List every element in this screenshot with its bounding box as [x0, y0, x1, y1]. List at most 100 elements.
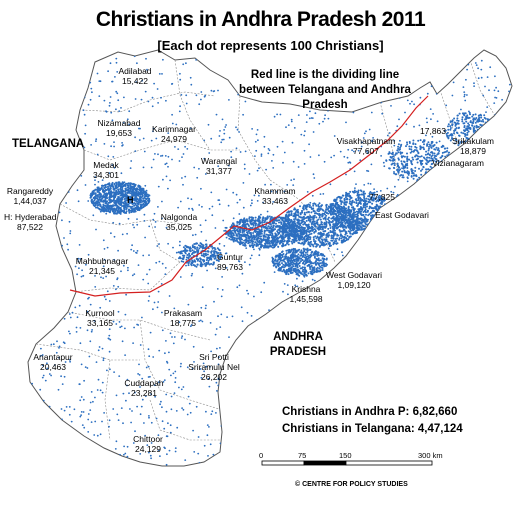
population-dot: [488, 251, 491, 254]
population-dot: [336, 226, 339, 229]
population-dot: [385, 364, 388, 367]
population-dot: [473, 82, 475, 85]
population-dot: [83, 146, 86, 149]
population-dot: [417, 247, 420, 250]
population-dot: [62, 117, 64, 119]
population-dot: [244, 150, 247, 153]
population-dot: [115, 440, 118, 443]
population-dot: [59, 54, 62, 57]
population-dot: [108, 184, 111, 186]
population-dot: [457, 202, 460, 204]
population-dot: [137, 324, 140, 326]
population-dot: [250, 315, 253, 317]
population-dot: [376, 457, 378, 460]
population-dot: [298, 219, 301, 222]
population-dot: [409, 102, 411, 105]
population-dot: [102, 359, 105, 362]
population-dot: [310, 211, 313, 214]
population-dot: [355, 183, 357, 186]
population-dot: [476, 390, 479, 392]
population-dot: [354, 187, 356, 190]
population-dot: [141, 377, 144, 380]
population-dot: [385, 330, 388, 332]
population-dot: [225, 188, 228, 191]
population-dot: [123, 204, 126, 207]
population-dot: [247, 414, 250, 416]
population-dot: [445, 266, 448, 269]
population-dot: [320, 221, 323, 223]
population-dot: [227, 204, 230, 207]
population-dot: [388, 376, 390, 379]
population-dot: [134, 98, 137, 100]
population-dot: [117, 99, 120, 102]
population-dot: [335, 388, 338, 391]
population-dot: [164, 273, 167, 276]
population-dot: [123, 453, 125, 456]
population-dot: [68, 98, 70, 101]
population-dot: [294, 212, 297, 215]
population-dot: [112, 191, 115, 194]
population-dot: [25, 160, 27, 162]
population-dot: [217, 384, 220, 387]
population-dot: [422, 374, 424, 377]
population-dot: [331, 239, 334, 242]
population-dot: [115, 90, 118, 93]
population-dot: [255, 343, 258, 346]
population-dot: [301, 235, 303, 238]
population-dot: [427, 78, 430, 81]
population-dot: [355, 260, 358, 263]
population-dot: [436, 184, 439, 186]
population-dot: [373, 222, 376, 225]
population-dot: [104, 188, 107, 191]
population-dot: [150, 421, 153, 424]
population-dot: [466, 94, 468, 96]
population-dot: [109, 368, 111, 371]
population-dot: [84, 445, 87, 448]
population-dot: [425, 134, 427, 137]
population-dot: [138, 363, 140, 366]
population-dot: [341, 392, 344, 395]
population-dot: [123, 445, 125, 448]
population-dot: [153, 384, 156, 387]
population-dot: [177, 148, 180, 151]
population-dot: [142, 166, 145, 169]
population-dot: [223, 132, 226, 135]
population-dot: [115, 57, 118, 60]
population-dot: [244, 238, 247, 241]
population-dot: [506, 270, 508, 273]
population-dot: [98, 346, 101, 348]
population-dot: [163, 379, 166, 381]
population-dot: [186, 413, 189, 416]
population-dot: [303, 149, 306, 152]
population-dot: [118, 222, 121, 225]
population-dot: [446, 294, 448, 297]
population-dot: [274, 232, 277, 235]
population-dot: [285, 321, 288, 324]
population-dot: [96, 153, 99, 156]
population-dot: [213, 90, 216, 92]
population-dot: [291, 242, 294, 245]
population-dot: [136, 250, 139, 252]
population-dot: [215, 328, 218, 330]
population-dot: [435, 318, 438, 320]
population-dot: [509, 83, 511, 86]
population-dot: [509, 345, 512, 348]
population-dot: [281, 226, 283, 229]
population-dot: [244, 243, 247, 246]
population-dot: [168, 368, 171, 371]
population-dot: [132, 250, 135, 252]
population-dot: [345, 121, 347, 124]
population-dot: [117, 185, 120, 188]
population-dot: [276, 225, 279, 228]
population-dot: [514, 442, 516, 444]
population-dot: [485, 270, 488, 272]
population-dot: [427, 234, 430, 236]
population-dot: [402, 450, 405, 453]
population-dot: [463, 93, 466, 96]
population-dot: [150, 139, 153, 142]
population-dot: [299, 234, 302, 237]
population-dot: [235, 126, 237, 129]
population-dot: [275, 191, 278, 193]
population-dot: [92, 400, 94, 403]
population-dot: [135, 200, 138, 203]
